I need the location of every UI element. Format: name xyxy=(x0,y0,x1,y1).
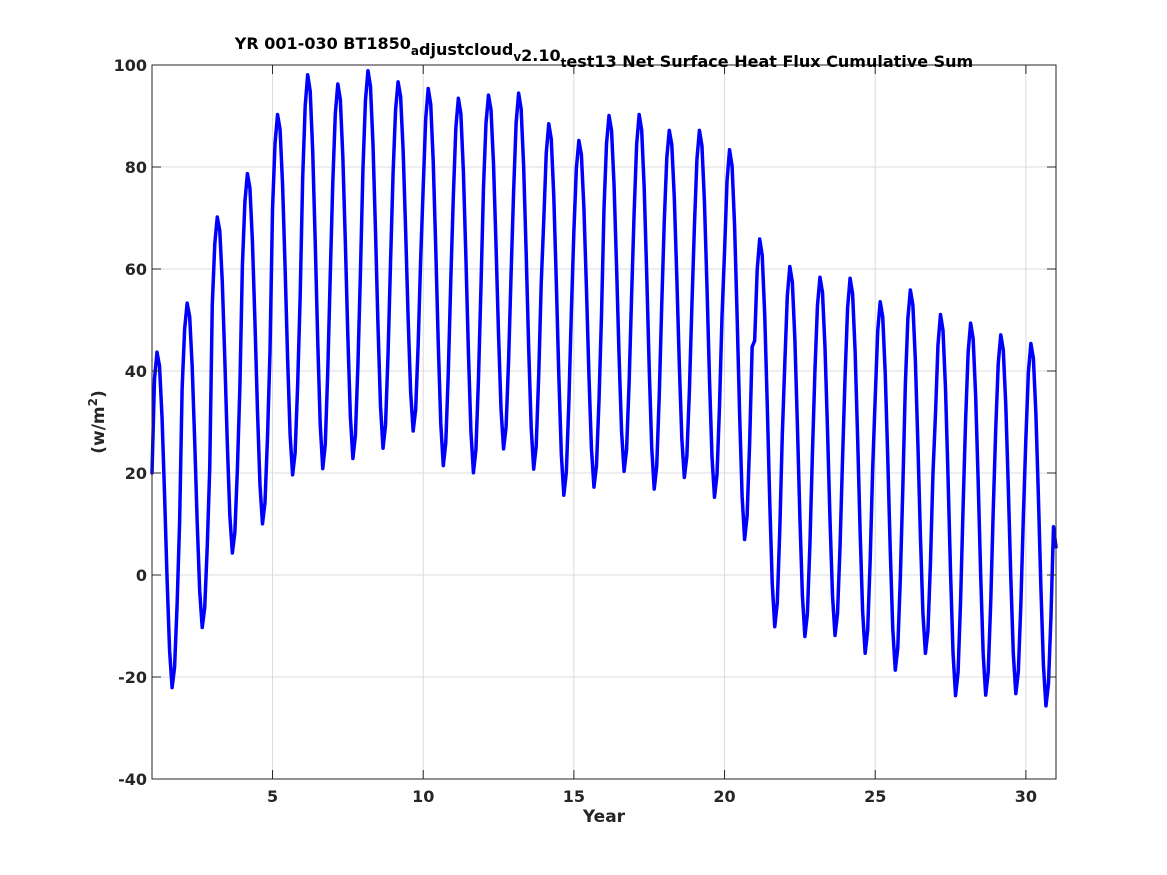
y-label-text: (w/m xyxy=(89,406,109,453)
title-text: djustcloud xyxy=(419,40,513,59)
tick-marks xyxy=(152,64,1056,780)
chart-title: YR 001-030 BT1850adjustcloudv2.10test13 … xyxy=(234,34,973,71)
title-text: 2.10 xyxy=(521,46,560,65)
x-tick-label: 5 xyxy=(267,787,278,806)
y-label-text: ) xyxy=(89,390,109,398)
y-tick-label: 60 xyxy=(125,260,147,279)
title-text: est13 Net Surface Heat Flux Cumulative S… xyxy=(566,52,973,71)
x-tick-label: 10 xyxy=(412,787,434,806)
title-subscript: v xyxy=(513,50,521,64)
series-layer xyxy=(150,68,1058,708)
title-text: YR 001-030 BT1850 xyxy=(234,34,411,53)
y-tick-labels: -40 -20 0 20 40 60 80 100 xyxy=(114,56,147,789)
x-tick-label: 20 xyxy=(713,787,735,806)
series-line xyxy=(150,68,1058,708)
title-subscript: a xyxy=(411,44,419,58)
x-tick-label: 30 xyxy=(1015,787,1037,806)
y-tick-label: 0 xyxy=(136,566,147,585)
y-tick-label: 40 xyxy=(125,362,147,381)
y-tick-label: 20 xyxy=(125,464,147,483)
x-axis-label: Year xyxy=(582,807,626,827)
y-tick-label: -40 xyxy=(118,770,147,789)
title-subscript: t xyxy=(561,56,567,70)
x-tick-label: 25 xyxy=(864,787,886,806)
y-label-superscript: 2 xyxy=(86,398,100,406)
y-tick-label: 100 xyxy=(114,56,147,75)
y-tick-label: 80 xyxy=(125,158,147,177)
y-axis-label: (w/m2) xyxy=(86,390,109,454)
y-tick-label: -20 xyxy=(118,668,147,687)
axes-box xyxy=(151,64,1057,780)
x-tick-labels: 5 10 15 20 25 30 xyxy=(267,787,1037,806)
x-tick-label: 15 xyxy=(563,787,585,806)
